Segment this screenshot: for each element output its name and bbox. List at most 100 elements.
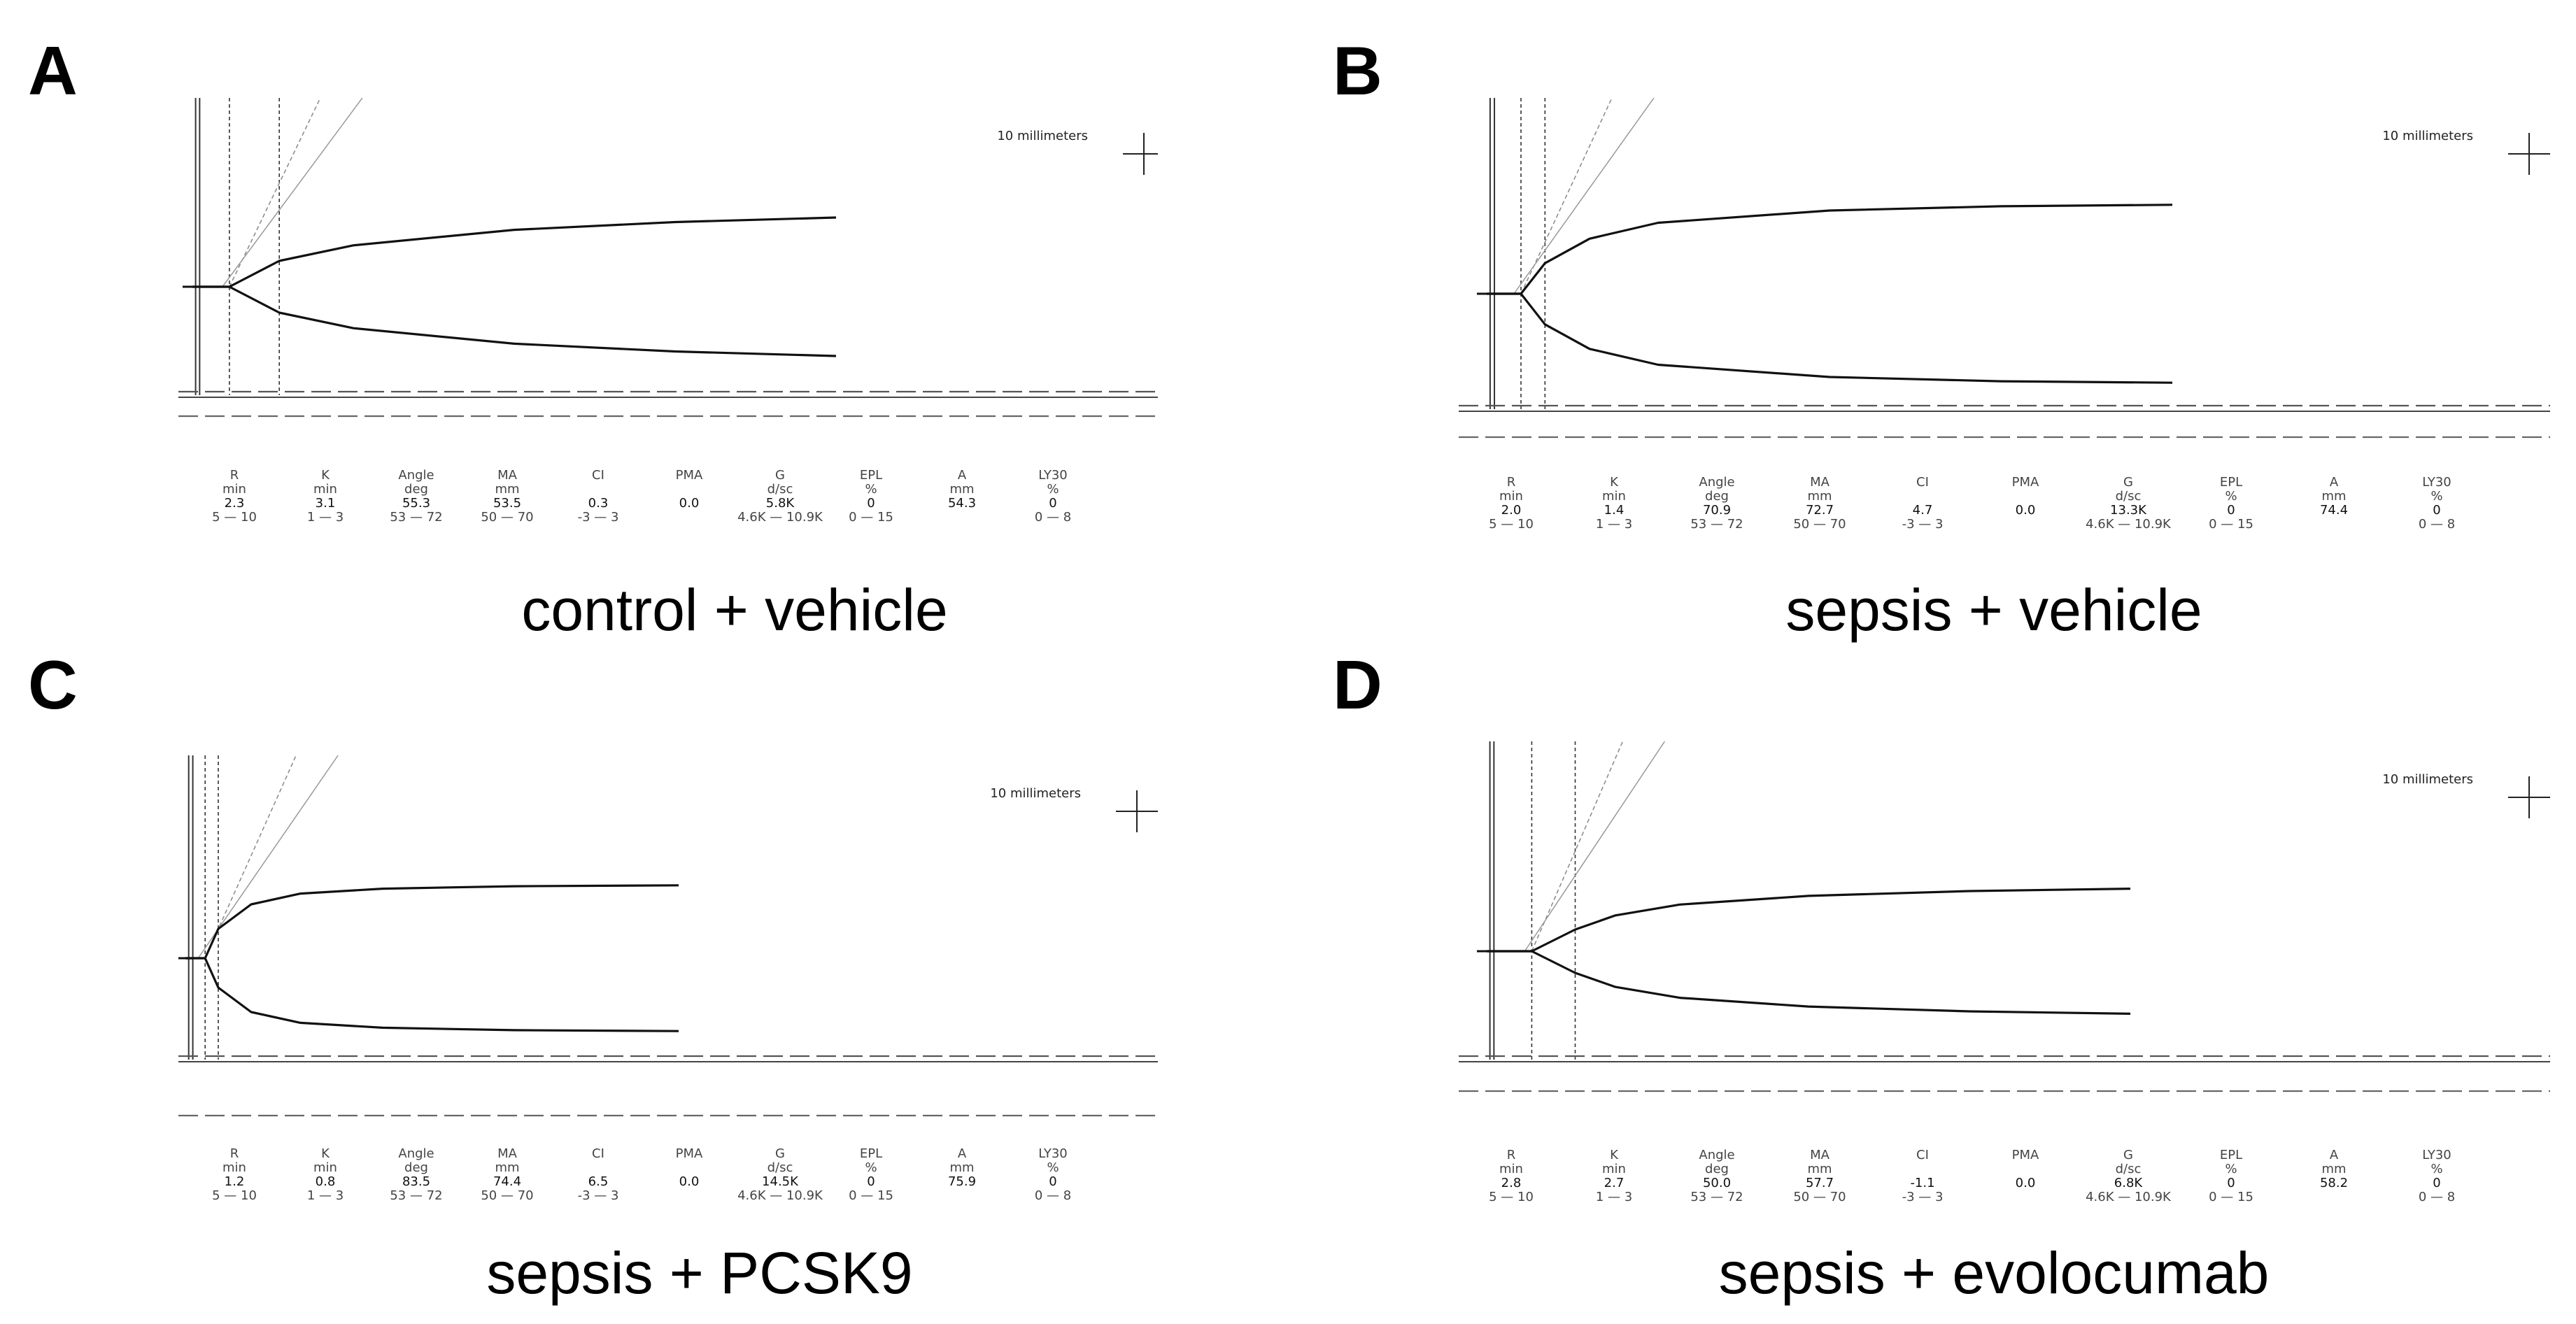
param-value: 74.4 — [2320, 503, 2348, 518]
param-value: 75.9 — [948, 1174, 976, 1189]
param-unit: mm — [495, 1160, 519, 1175]
param-value: 6.5 — [588, 1174, 609, 1189]
param-range: 50 — 70 — [1793, 517, 1846, 532]
param-range: 0 — 15 — [2209, 517, 2253, 532]
param-name: K — [1610, 475, 1619, 490]
param-value: 1.2 — [225, 1174, 245, 1189]
param-unit: % — [865, 1160, 877, 1175]
param-value: 0.0 — [679, 496, 700, 511]
param-name: G — [2123, 1148, 2133, 1162]
param-value: 0.3 — [588, 496, 609, 511]
param-name: G — [2123, 475, 2133, 490]
param-value: 54.3 — [948, 496, 976, 511]
param-name: LY30 — [2422, 1148, 2451, 1162]
param-name: PMA — [676, 468, 703, 483]
tracing-curve-lower — [1487, 292, 2173, 384]
marker-lines — [1489, 98, 1655, 409]
param-range: 1 — 3 — [1596, 517, 1632, 532]
param-name: Angle — [398, 1146, 434, 1161]
param-range: 53 — 72 — [1690, 1190, 1743, 1204]
tracing-curve-upper — [1487, 204, 2173, 295]
param-name: MA — [497, 1146, 518, 1161]
param-name: Angle — [398, 468, 434, 483]
param-range: 1 — 3 — [307, 1188, 344, 1203]
param-unit: % — [2225, 489, 2237, 504]
scale-bar: 10 millimeters — [990, 786, 1158, 832]
param-range: 5 — 10 — [212, 510, 257, 525]
param-name: CI — [592, 1146, 604, 1161]
param-unit: % — [1047, 482, 1059, 497]
marker-lines — [194, 98, 363, 395]
param-unit: deg — [1705, 1162, 1729, 1176]
param-range: 0 — 15 — [849, 1188, 893, 1203]
param-value: 1.4 — [1604, 503, 1625, 518]
scale-label: 10 millimeters — [2382, 772, 2473, 787]
param-value: 3.1 — [316, 496, 336, 511]
param-unit: deg — [1705, 489, 1729, 504]
panel-d-caption: sepsis + evolocumab — [1718, 1240, 2270, 1306]
param-range: 4.6K — 10.9K — [2086, 1190, 2172, 1204]
param-range: 53 — 72 — [390, 510, 442, 525]
param-name: R — [1507, 475, 1516, 490]
param-name: LY30 — [1038, 468, 1068, 483]
param-unit: % — [2430, 1162, 2442, 1176]
param-name: R — [230, 1146, 239, 1161]
param-unit: min — [222, 1160, 246, 1175]
param-value: 70.9 — [1703, 503, 1731, 518]
panel-label-c: C — [28, 646, 78, 723]
param-value: 57.7 — [1806, 1176, 1834, 1190]
param-name: MA — [1810, 475, 1830, 490]
param-unit: min — [1499, 489, 1523, 504]
param-range: 53 — 72 — [390, 1188, 442, 1203]
angle-tangent-line — [1513, 98, 1655, 294]
param-value: 0.0 — [2016, 503, 2036, 518]
panel-a-caption: control + vehicle — [521, 577, 948, 643]
param-name: CI — [1916, 1148, 1929, 1162]
param-range: 4.6K — 10.9K — [737, 510, 823, 525]
param-value: 55.3 — [402, 496, 430, 511]
angle-tangent-line — [1520, 98, 1613, 294]
param-value: 0.0 — [2016, 1176, 2036, 1190]
tracing-curve-lower — [192, 285, 837, 357]
param-range: 50 — 70 — [1793, 1190, 1846, 1204]
param-value: 2.8 — [1501, 1176, 1522, 1190]
param-unit: deg — [404, 1160, 428, 1175]
param-value: 0 — [867, 1174, 875, 1189]
param-name: K — [321, 468, 330, 483]
param-unit: mm — [1807, 1162, 1832, 1176]
param-range: 5 — 10 — [1489, 517, 1534, 532]
param-unit: % — [2430, 489, 2442, 504]
param-value: 6.8K — [2114, 1176, 2144, 1190]
param-range: 0 — 8 — [1035, 510, 1071, 525]
param-name: G — [775, 1146, 785, 1161]
param-range: 50 — 70 — [481, 510, 533, 525]
param-value: 0 — [1049, 1174, 1056, 1189]
param-unit: % — [2225, 1162, 2237, 1176]
param-range: 0 — 8 — [1035, 1188, 1071, 1203]
param-value: 0 — [2227, 1176, 2235, 1190]
param-value: 2.3 — [225, 496, 245, 511]
param-value: 0 — [2433, 1176, 2440, 1190]
angle-tangent-line — [1524, 741, 1666, 952]
param-name: K — [321, 1146, 330, 1161]
param-unit: min — [313, 1160, 337, 1175]
param-name: A — [958, 468, 967, 483]
param-name: PMA — [2012, 1148, 2039, 1162]
param-range: 5 — 10 — [1489, 1190, 1534, 1204]
param-unit: min — [313, 482, 337, 497]
param-value: -1.1 — [1910, 1176, 1934, 1190]
tracing-curve-upper — [185, 884, 679, 960]
panel-b-caption: sepsis + vehicle — [1785, 577, 2202, 643]
param-value: 13.3K — [2110, 503, 2147, 518]
tracing-curve-upper — [1487, 888, 2131, 953]
tracing-curve-lower — [185, 957, 679, 1032]
panel-label-a: A — [28, 32, 78, 109]
param-name: CI — [1916, 475, 1929, 490]
param-unit: min — [1602, 1162, 1626, 1176]
param-range: 53 — 72 — [1690, 517, 1743, 532]
param-range: 0 — 8 — [2419, 1190, 2455, 1204]
